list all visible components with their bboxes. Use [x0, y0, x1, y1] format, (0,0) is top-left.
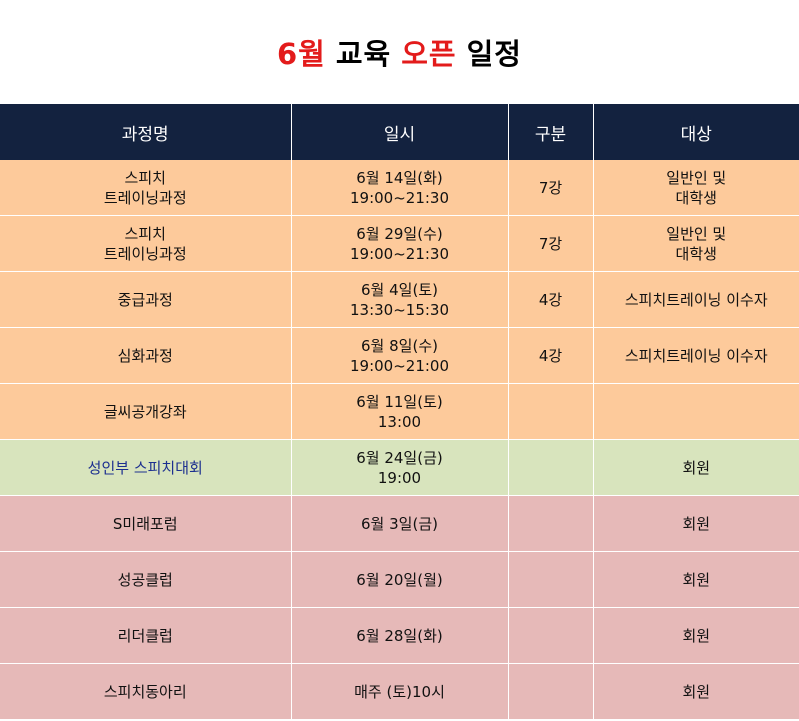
cell-course: 스피치 트레이닝과정: [0, 215, 292, 272]
cell-course: 글씨공개강좌: [0, 383, 292, 440]
table-header-row: 과정명 일시 구분 대상: [0, 104, 799, 160]
cell-datetime: 6월 28일(화): [291, 607, 509, 664]
cell-course: 스피치동아리: [0, 663, 292, 720]
cell-type: [508, 551, 594, 608]
header-type: 구분: [508, 104, 594, 160]
table-row: 성공클럽 6월 20일(월) 회원: [0, 551, 799, 608]
title-month: 6월: [277, 37, 326, 71]
table-row: 스피치 트레이닝과정 6월 29일(수) 19:00~21:30 7강 일반인 …: [0, 215, 799, 272]
cell-datetime: 6월 8일(수) 19:00~21:00: [291, 327, 509, 384]
cell-course: 심화과정: [0, 327, 292, 384]
cell-datetime: 6월 29일(수) 19:00~21:30: [291, 215, 509, 272]
table-row: 스피치 트레이닝과정 6월 14일(화) 19:00~21:30 7강 일반인 …: [0, 160, 799, 216]
table-row: 성인부 스피치대회 6월 24일(금) 19:00 회원: [0, 439, 799, 496]
cell-target: 회원: [593, 607, 799, 664]
cell-type: [508, 607, 594, 664]
cell-type: [508, 495, 594, 552]
cell-type: 4강: [508, 271, 594, 328]
header-datetime: 일시: [291, 104, 509, 160]
cell-type: [508, 383, 594, 440]
title-education: 교육: [335, 37, 392, 71]
cell-target: 회원: [593, 551, 799, 608]
cell-datetime: 6월 20일(월): [291, 551, 509, 608]
cell-target: [593, 383, 799, 440]
cell-datetime: 6월 3일(금): [291, 495, 509, 552]
cell-type: 4강: [508, 327, 594, 384]
header-target: 대상: [593, 104, 799, 160]
cell-course: 성인부 스피치대회: [0, 439, 292, 496]
cell-target: 스피치트레이닝 이수자: [593, 271, 799, 328]
cell-type: 7강: [508, 215, 594, 272]
cell-target: 회원: [593, 439, 799, 496]
cell-target: 회원: [593, 495, 799, 552]
cell-target: 일반인 및 대학생: [593, 215, 799, 272]
cell-type: [508, 663, 594, 720]
page-title: 6월 교육 오픈 일정: [0, 0, 799, 104]
cell-target: 회원: [593, 663, 799, 720]
schedule-table: 과정명 일시 구분 대상 스피치 트레이닝과정 6월 14일(화) 19:00~…: [0, 104, 799, 720]
cell-target: 일반인 및 대학생: [593, 160, 799, 216]
table-row: 중급과정 6월 4일(토) 13:30~15:30 4강 스피치트레이닝 이수자: [0, 271, 799, 328]
cell-datetime: 6월 14일(화) 19:00~21:30: [291, 160, 509, 216]
table-row: 스피치동아리 매주 (토)10시 회원: [0, 663, 799, 720]
header-course: 과정명: [0, 104, 292, 160]
table-row: S미래포럼 6월 3일(금) 회원: [0, 495, 799, 552]
table-row: 심화과정 6월 8일(수) 19:00~21:00 4강 스피치트레이닝 이수자: [0, 327, 799, 384]
cell-target: 스피치트레이닝 이수자: [593, 327, 799, 384]
cell-datetime: 6월 4일(토) 13:30~15:30: [291, 271, 509, 328]
title-open: 오픈: [401, 37, 457, 71]
cell-course: S미래포럼: [0, 495, 292, 552]
cell-datetime: 6월 11일(토) 13:00: [291, 383, 509, 440]
cell-course: 중급과정: [0, 271, 292, 328]
cell-datetime: 매주 (토)10시: [291, 663, 509, 720]
cell-type: 7강: [508, 160, 594, 216]
table-row: 리더클럽 6월 28일(화) 회원: [0, 607, 799, 664]
cell-course: 성공클럽: [0, 551, 292, 608]
cell-datetime: 6월 24일(금) 19:00: [291, 439, 509, 496]
cell-course: 스피치 트레이닝과정: [0, 160, 292, 216]
table-row: 글씨공개강좌 6월 11일(토) 13:00: [0, 383, 799, 440]
cell-type: [508, 439, 594, 496]
cell-course: 리더클럽: [0, 607, 292, 664]
title-schedule: 일정: [466, 37, 522, 71]
